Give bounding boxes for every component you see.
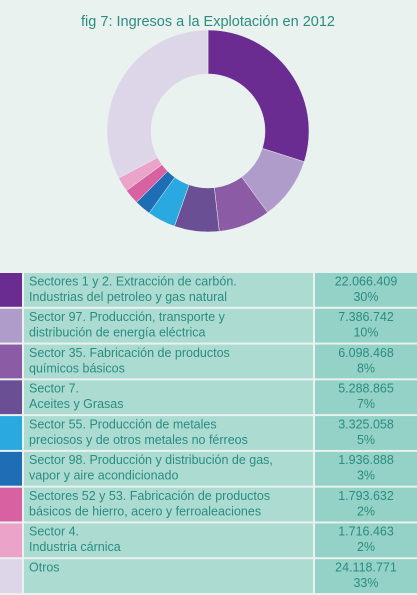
row-name-bg bbox=[24, 344, 313, 379]
row-label: Sector 97. Producción, transporte y bbox=[29, 310, 226, 324]
percent-label: 7% bbox=[357, 397, 375, 411]
percent-label: 2% bbox=[357, 540, 375, 554]
row-name-bg bbox=[24, 559, 313, 593]
percent-label: 10% bbox=[353, 326, 378, 340]
legend-swatch bbox=[0, 451, 22, 486]
row-label: Industria cárnica bbox=[29, 540, 121, 554]
row-label: básicos de hierro, acero y ferroaleacion… bbox=[29, 504, 261, 518]
value-label: 7.386.742 bbox=[338, 310, 394, 324]
row-label: Otros bbox=[29, 561, 60, 575]
row-label: Sectores 1 y 2. Extracción de carbón. bbox=[29, 274, 237, 288]
percent-label: 30% bbox=[353, 290, 378, 304]
row-name-bg bbox=[24, 523, 313, 558]
row-value-bg bbox=[315, 344, 417, 379]
donut-slice bbox=[207, 29, 310, 163]
legend-swatch bbox=[0, 559, 22, 593]
row-value-bg bbox=[315, 487, 417, 522]
row-label: Sector 35. Fabricación de productos bbox=[29, 346, 230, 360]
row-label: químicos básicos bbox=[29, 361, 125, 375]
percent-label: 8% bbox=[357, 361, 375, 375]
row-name-bg bbox=[24, 380, 313, 415]
row-name-bg bbox=[24, 416, 313, 450]
percent-label: 3% bbox=[357, 469, 375, 483]
value-label: 5.288.865 bbox=[338, 382, 394, 396]
legend-swatch bbox=[0, 523, 22, 558]
row-value-bg bbox=[315, 523, 417, 558]
percent-label: 5% bbox=[357, 433, 375, 447]
row-value-bg bbox=[315, 380, 417, 415]
value-label: 1.716.463 bbox=[338, 525, 394, 539]
legend-swatch bbox=[0, 344, 22, 379]
row-name-bg bbox=[24, 487, 313, 522]
row-value-bg bbox=[315, 559, 417, 593]
row-name-bg bbox=[24, 308, 313, 343]
row-label: Sector 55. Producción de metales bbox=[29, 417, 217, 431]
legend-swatch bbox=[0, 416, 22, 450]
legend-swatch bbox=[0, 487, 22, 522]
legend-swatch bbox=[0, 308, 22, 343]
row-label: vapor y aire acondicionado bbox=[29, 469, 178, 483]
value-label: 1.936.888 bbox=[338, 453, 394, 467]
row-label: Sectores 52 y 53. Fabricación de product… bbox=[29, 489, 270, 503]
row-label: Sector 98. Producción y distribución de … bbox=[29, 453, 273, 467]
value-label: 6.098.468 bbox=[338, 346, 394, 360]
value-label: 22.066.409 bbox=[335, 274, 398, 288]
value-label: 24.118.771 bbox=[335, 561, 397, 575]
legend-swatch bbox=[0, 273, 22, 307]
row-value-bg bbox=[315, 308, 417, 343]
legend-swatch bbox=[0, 380, 22, 415]
value-label: 1.793.632 bbox=[338, 489, 394, 503]
percent-label: 2% bbox=[357, 504, 375, 518]
row-label: Sector 4. bbox=[29, 525, 79, 539]
value-label: 3.325.058 bbox=[338, 417, 394, 431]
row-name-bg bbox=[24, 273, 313, 307]
row-label: Aceites y Grasas bbox=[29, 397, 123, 411]
row-name-bg bbox=[24, 451, 313, 486]
row-value-bg bbox=[315, 273, 417, 307]
row-label: preciosos y de otros metales no férreos bbox=[29, 433, 248, 447]
row-label: Industrias del petroleo y gas natural bbox=[29, 290, 227, 304]
row-value-bg bbox=[315, 416, 417, 450]
row-label: Sector 7. bbox=[29, 382, 79, 396]
percent-label: 33% bbox=[353, 576, 378, 590]
chart-title: fig 7: Ingresos a la Explotación en 2012 bbox=[81, 14, 335, 30]
donut-slice bbox=[106, 29, 209, 179]
row-value-bg bbox=[315, 451, 417, 486]
row-label: distribución de energía eléctrica bbox=[29, 326, 206, 340]
